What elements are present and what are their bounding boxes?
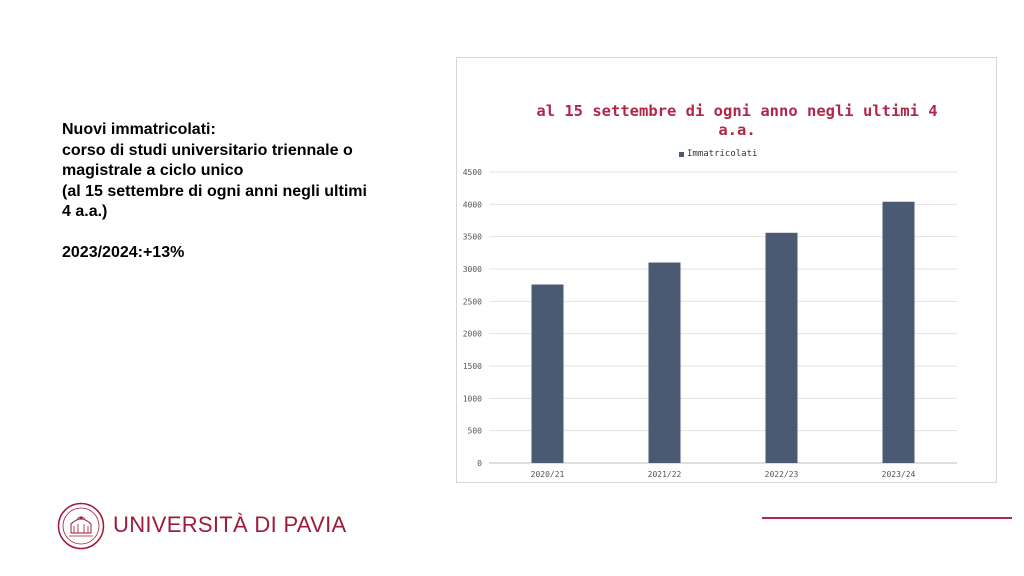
chart-container: al 15 settembre di ogni anno negli ultim… (456, 57, 997, 483)
y-tick-label: 1000 (463, 394, 482, 403)
bar-2021-22 (648, 262, 681, 463)
description-line: Nuovi immatricolati: (62, 121, 216, 138)
university-seal-logo (57, 502, 105, 550)
y-tick-label: 1500 (463, 362, 482, 371)
x-tick-label: 2021/22 (648, 470, 682, 479)
y-tick-label: 4000 (463, 200, 482, 209)
chart-title-line: al 15 settembre di ogni anno negli ultim… (536, 102, 938, 120)
description-line: 4 a.a.) (62, 203, 108, 220)
legend-label: Immatricolati (687, 149, 758, 159)
y-tick-label: 4500 (463, 168, 482, 177)
y-tick-label: 2500 (463, 297, 482, 306)
chart-title: al 15 settembre di ogni anno negli ultim… (517, 102, 957, 140)
x-tick-label: 2022/23 (765, 470, 799, 479)
x-tick-label: 2023/24 (882, 470, 916, 479)
description-line: magistrale a ciclo unico (62, 162, 244, 179)
bar-2023-24 (882, 201, 915, 463)
bar-2022-23 (765, 232, 798, 463)
bar-chart-plot: 0 500 1000 1500 2000 2500 3000 3500 4000 4500 2020… (463, 168, 957, 479)
y-tick-label: 0 (477, 459, 482, 468)
x-tick-label: 2020/21 (531, 470, 565, 479)
bar-2020-21 (531, 284, 564, 463)
chart-title-line: a.a. (718, 121, 756, 139)
description-line: (al 15 settembre di ogni anni negli ulti… (62, 182, 367, 200)
y-tick-label: 3500 (463, 233, 482, 242)
y-tick-label: 500 (468, 427, 483, 436)
growth-text: 2023/2024:+13% (62, 243, 185, 261)
footer-accent-line (762, 517, 1012, 519)
chart-legend: Immatricolati (679, 149, 757, 159)
description-text-block: Nuovi immatricolati: corso di studi univ… (62, 120, 422, 263)
y-tick-label: 2000 (463, 330, 482, 339)
y-tick-label: 3000 (463, 265, 482, 274)
description-line: corso di studi universitario triennale o (62, 141, 353, 159)
legend-swatch (679, 151, 684, 157)
university-name: UNIVERSITÀ DI PAVIA (113, 512, 347, 537)
